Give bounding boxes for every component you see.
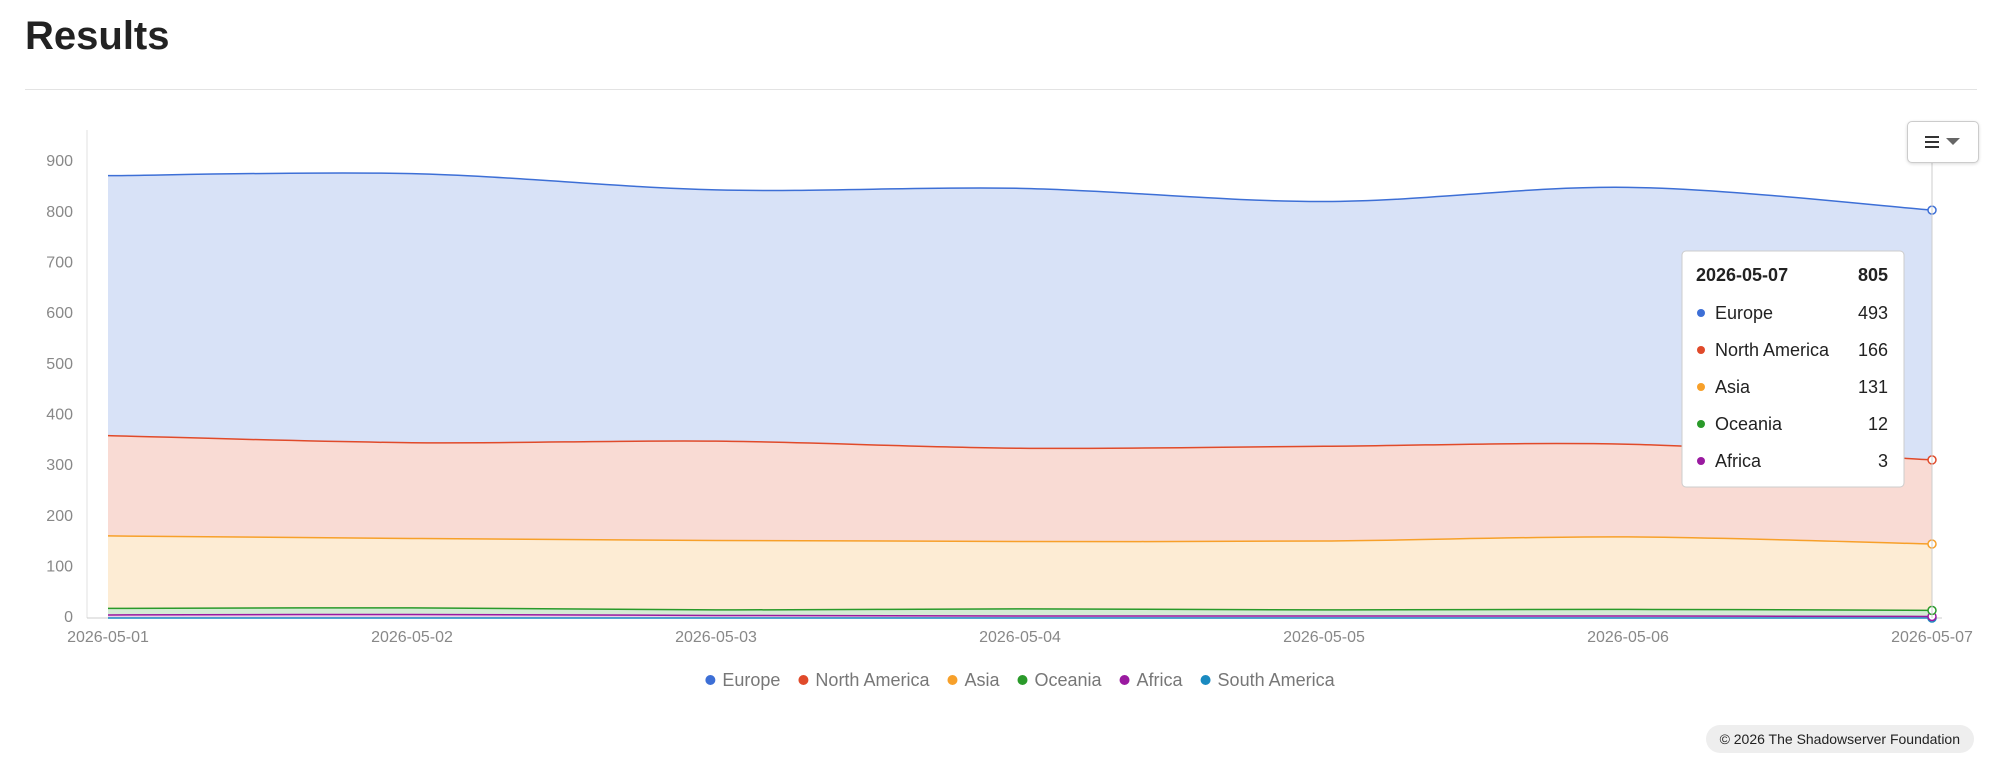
- legend-marker: [705, 675, 716, 685]
- y-tick-label: 200: [46, 508, 73, 525]
- area-line: [107, 535, 1933, 545]
- legend-marker: [1200, 675, 1211, 685]
- tooltip-marker: [1697, 309, 1705, 317]
- legend-label: Europe: [722, 670, 780, 690]
- x-tick-label: 2026-05-07: [1891, 629, 1973, 646]
- tooltip-value: 166: [1858, 340, 1888, 360]
- area-line: [107, 613, 1933, 618]
- legend-marker: [1119, 675, 1130, 685]
- tooltip-marker: [1697, 420, 1705, 428]
- legend-item: Europe: [705, 670, 780, 690]
- tooltip-value: 12: [1868, 414, 1888, 434]
- area: [108, 435, 1932, 545]
- legend-marker: [798, 675, 809, 685]
- y-tick-label: 300: [46, 457, 73, 474]
- x-tick-label: 2026-05-06: [1587, 629, 1669, 646]
- tooltip-name: Europe: [1715, 303, 1773, 323]
- tooltip-name: Asia: [1715, 377, 1751, 397]
- tooltip-marker: [1697, 383, 1705, 391]
- tooltip-name: Oceania: [1715, 414, 1783, 434]
- y-tick-label: 100: [46, 559, 73, 576]
- legend-item: Africa: [1119, 670, 1184, 690]
- legend-marker: [947, 675, 958, 685]
- tooltip-name: North America: [1715, 340, 1830, 360]
- area-line: [107, 172, 1933, 211]
- legend-label: Oceania: [1034, 670, 1102, 690]
- y-tick-label: 0: [64, 609, 73, 626]
- page-title: Results: [25, 14, 170, 58]
- legend-label: North America: [815, 670, 930, 690]
- menu-icon: [1925, 136, 1960, 148]
- legend: Europe North America Asia Oceania Africa Sout…: [705, 670, 1336, 690]
- tooltip-value: 493: [1858, 303, 1888, 323]
- x-tick-label: 2026-05-04: [979, 629, 1061, 646]
- tooltip-marker: [1697, 457, 1705, 465]
- tooltip-date: 2026-05-07: [1696, 265, 1788, 285]
- area-line: [107, 434, 1933, 461]
- legend-item: Oceania: [1017, 670, 1103, 690]
- tooltip: 2026-05-07 805 Europe 493 North America 166 As…: [1681, 250, 1905, 488]
- tooltip-name: Africa: [1715, 451, 1762, 471]
- y-tick-label: 700: [46, 255, 73, 272]
- x-tick-label: 2026-05-01: [67, 629, 149, 646]
- y-tick-label: 400: [46, 407, 73, 424]
- divider: [25, 89, 1977, 90]
- chart-menu-button[interactable]: [1907, 121, 1979, 163]
- tooltip-box: [1681, 250, 1905, 488]
- tooltip-marker: [1697, 346, 1705, 354]
- y-tick-label: 800: [46, 204, 73, 221]
- legend-item: North America: [798, 670, 930, 690]
- legend-item: South America: [1200, 670, 1336, 690]
- tooltip-value: 3: [1878, 451, 1888, 471]
- tooltip-value: 131: [1858, 377, 1888, 397]
- footer: © 2026 The Shadowserver Foundation: [1705, 725, 1974, 753]
- y-tick-label: 600: [46, 305, 73, 322]
- legend-marker: [1017, 675, 1028, 685]
- legend-item: Asia: [947, 670, 1000, 690]
- legend-label: South America: [1218, 670, 1336, 690]
- area: [108, 172, 1932, 460]
- tooltip-total: 805: [1858, 265, 1888, 285]
- legend-label: Africa: [1137, 670, 1184, 690]
- y-tick-label: 900: [46, 153, 73, 170]
- x-tick-label: 2026-05-02: [371, 629, 453, 646]
- area: [108, 535, 1932, 611]
- area-line: [107, 607, 1933, 612]
- x-tick-label: 2026-05-03: [675, 629, 757, 646]
- y-tick-label: 500: [46, 356, 73, 373]
- x-tick-label: 2026-05-05: [1283, 629, 1365, 646]
- legend-label: Asia: [964, 670, 1000, 690]
